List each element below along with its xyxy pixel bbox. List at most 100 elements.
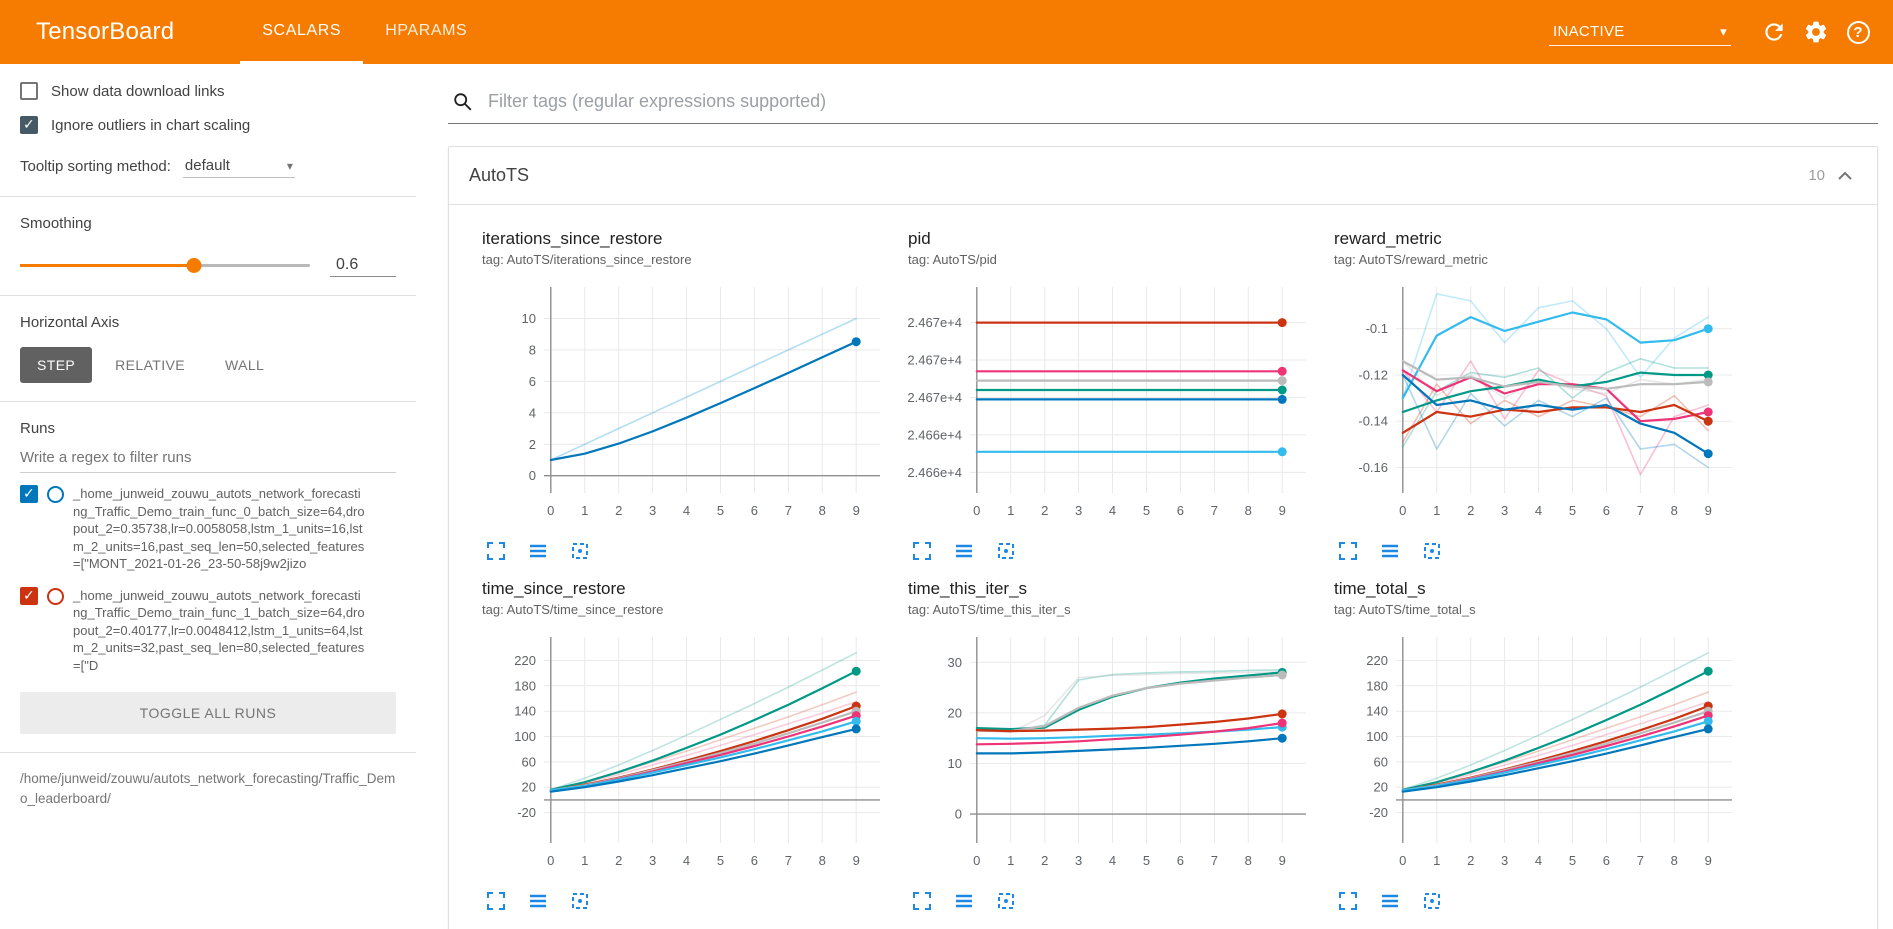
runs-list-icon[interactable]: [952, 889, 976, 913]
show-download-links-checkbox[interactable]: [20, 82, 38, 100]
expand-chart-icon[interactable]: [484, 539, 508, 563]
chart-title: time_this_iter_s: [908, 579, 1028, 598]
svg-text:10: 10: [948, 756, 962, 771]
refresh-icon[interactable]: [1753, 11, 1795, 53]
svg-text:140: 140: [1366, 704, 1388, 719]
svg-text:180: 180: [1366, 678, 1388, 693]
svg-text:5: 5: [1143, 853, 1150, 868]
run-item: _home_junweid_zouwu_autots_network_forec…: [20, 575, 396, 677]
svg-text:2.466e+4: 2.466e+4: [908, 427, 962, 442]
svg-text:8: 8: [1245, 503, 1252, 518]
expand-chart-icon[interactable]: [484, 889, 508, 913]
fit-domain-icon[interactable]: [1420, 539, 1444, 563]
fit-domain-icon[interactable]: [568, 539, 592, 563]
svg-text:9: 9: [1705, 853, 1712, 868]
smoothing-section: Smoothing: [0, 196, 416, 295]
run-checkbox[interactable]: [20, 586, 38, 605]
svg-text:3: 3: [1501, 503, 1508, 518]
chart-card: time_since_restore tag: AutoTS/time_since…: [482, 579, 894, 917]
runs-list-icon[interactable]: [1378, 889, 1402, 913]
chart-tag: tag: AutoTS/reward_metric: [1334, 252, 1488, 267]
help-icon[interactable]: ?: [1837, 11, 1879, 53]
svg-text:20: 20: [948, 705, 962, 720]
tab-hparams[interactable]: HPARAMS: [385, 21, 468, 39]
svg-text:2.467e+4: 2.467e+4: [908, 390, 962, 405]
tag-filter-row: [448, 86, 1878, 124]
chart-plot[interactable]: 0 1 2 3 4 5 6 7 8 9 -20 20 60 100 140 180 220: [482, 625, 894, 875]
svg-text:2: 2: [1041, 503, 1048, 518]
svg-text:-20: -20: [1369, 805, 1388, 820]
svg-text:3: 3: [649, 853, 656, 868]
svg-text:2.467e+4: 2.467e+4: [908, 353, 962, 368]
smoothing-value-input[interactable]: [330, 254, 396, 277]
filter-tags-input[interactable]: [486, 90, 1874, 113]
svg-text:0: 0: [973, 853, 980, 868]
settings-gear-icon[interactable]: [1795, 11, 1837, 53]
svg-text:20: 20: [1374, 780, 1388, 795]
runs-list-icon[interactable]: [952, 539, 976, 563]
svg-text:8: 8: [1671, 853, 1678, 868]
svg-text:60: 60: [522, 754, 536, 769]
expand-chart-icon[interactable]: [1336, 889, 1360, 913]
smoothing-slider-thumb[interactable]: [186, 258, 202, 273]
chart-plot[interactable]: 0 1 2 3 4 5 6 7 8 9 -0.1 -0.12 -0.14 -0.16: [1334, 275, 1746, 525]
chart-title: reward_metric: [1334, 229, 1442, 248]
svg-text:0: 0: [1399, 853, 1406, 868]
svg-text:5: 5: [1569, 503, 1576, 518]
chart-plot[interactable]: 0 1 2 3 4 5 6 7 8 9 0 10 20 30: [908, 625, 1320, 875]
svg-text:2: 2: [529, 437, 536, 452]
fit-domain-icon[interactable]: [994, 889, 1018, 913]
svg-text:220: 220: [1366, 653, 1388, 668]
section-header[interactable]: AutoTS 10: [449, 147, 1877, 205]
svg-text:5: 5: [1569, 853, 1576, 868]
status-dropdown[interactable]: INACTIVE ▾: [1549, 18, 1731, 46]
expand-chart-icon[interactable]: [910, 539, 934, 563]
svg-text:1: 1: [581, 503, 588, 518]
chart-plot[interactable]: 0 1 2 3 4 5 6 7 8 9 -20 20 60 100 140 180 220: [1334, 625, 1746, 875]
svg-text:8: 8: [1671, 503, 1678, 518]
ignore-outliers-row[interactable]: Ignore outliers in chart scaling: [20, 116, 396, 134]
fit-domain-icon[interactable]: [568, 889, 592, 913]
svg-text:6: 6: [1603, 853, 1610, 868]
smoothing-slider-fill: [20, 264, 194, 267]
runs-list-icon[interactable]: [526, 889, 550, 913]
run-solo-radio[interactable]: [47, 587, 64, 605]
chevron-up-icon[interactable]: [1833, 164, 1857, 188]
svg-text:0: 0: [973, 503, 980, 518]
ignore-outliers-checkbox[interactable]: [20, 116, 38, 134]
fit-domain-icon[interactable]: [994, 539, 1018, 563]
axis-wall-button[interactable]: WALL: [208, 347, 281, 383]
chart-toolbar: [1334, 530, 1746, 567]
runs-filter-input[interactable]: [20, 441, 396, 473]
expand-chart-icon[interactable]: [1336, 539, 1360, 563]
svg-text:10: 10: [522, 311, 536, 326]
tooltip-sorting-select[interactable]: default ▾: [182, 154, 295, 178]
smoothing-slider[interactable]: [20, 258, 310, 273]
svg-text:9: 9: [853, 853, 860, 868]
chart-plot[interactable]: 0 1 2 3 4 5 6 7 8 9 0 2 4 6 8 10: [482, 275, 894, 525]
chart-card: iterations_since_restore tag: AutoTS/iter…: [482, 229, 894, 567]
toggle-all-runs-button[interactable]: TOGGLE ALL RUNS: [20, 692, 396, 735]
svg-text:-0.12: -0.12: [1358, 368, 1388, 383]
section-count: 10: [1808, 167, 1825, 184]
run-solo-radio[interactable]: [47, 486, 64, 503]
runs-list-icon[interactable]: [526, 539, 550, 563]
chart-plot[interactable]: 0 1 2 3 4 5 6 7 8 9 2.467e+4 2.467e+4 2.467e+4 2.466e…: [907, 275, 1320, 525]
expand-chart-icon[interactable]: [910, 889, 934, 913]
svg-text:5: 5: [717, 853, 724, 868]
run-checkbox[interactable]: [20, 485, 38, 503]
svg-text:8: 8: [1245, 853, 1252, 868]
fit-domain-icon[interactable]: [1420, 889, 1444, 913]
svg-text:9: 9: [1279, 853, 1286, 868]
runs-list-icon[interactable]: [1378, 539, 1402, 563]
app-header: TensorBoard SCALARS HPARAMS INACTIVE ▾ ?: [0, 0, 1893, 64]
show-download-links-row[interactable]: Show data download links: [20, 82, 396, 100]
svg-text:2: 2: [1467, 503, 1474, 518]
svg-text:7: 7: [1637, 503, 1644, 518]
axis-step-button[interactable]: STEP: [20, 347, 93, 383]
svg-text:20: 20: [522, 780, 536, 795]
svg-text:-0.14: -0.14: [1358, 414, 1388, 429]
axis-relative-button[interactable]: RELATIVE: [98, 347, 202, 383]
tab-scalars[interactable]: SCALARS: [240, 0, 364, 64]
tooltip-sorting-value: default: [184, 157, 230, 174]
